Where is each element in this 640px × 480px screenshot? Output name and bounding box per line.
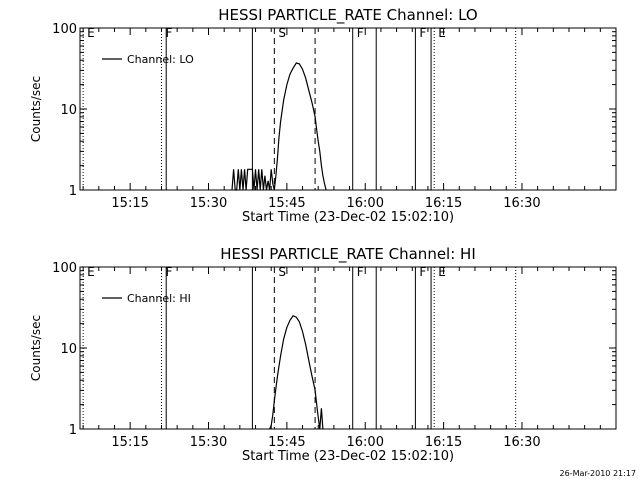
legend-label: Channel: LO — [127, 53, 194, 66]
x-tick-label: 16:15 — [425, 435, 462, 450]
x-tick-label: 15:45 — [268, 435, 305, 450]
event-marker-label: S — [278, 26, 286, 40]
data-series-line — [231, 62, 327, 191]
x-tick-label: 15:15 — [111, 196, 148, 211]
legend-label: Channel: HI — [127, 292, 191, 305]
x-tick-label: 16:00 — [347, 435, 384, 450]
event-marker-label: F — [357, 265, 364, 279]
chart-title: HESSI PARTICLE_RATE Channel: HI — [220, 245, 476, 264]
channel-hi-panel: HESSI PARTICLE_RATE Channel: HIE F S F F E15:… — [29, 245, 617, 464]
event-marker-label: F — [165, 265, 172, 279]
event-marker-label: E — [438, 265, 446, 279]
y-tick-label: 10 — [60, 342, 77, 357]
event-marker-label: E — [438, 26, 446, 40]
y-axis-label: Counts/sec — [29, 315, 43, 381]
y-tick-label: 10 — [60, 103, 77, 118]
x-tick-label: 16:15 — [425, 196, 462, 211]
x-tick-label: 16:30 — [503, 435, 540, 450]
x-tick-label: 15:15 — [111, 435, 148, 450]
event-marker-label: E — [87, 265, 95, 279]
y-tick-label: 100 — [52, 261, 77, 276]
event-marker-label: F — [419, 26, 426, 40]
x-tick-label: 16:30 — [503, 196, 540, 211]
x-tick-label: 15:30 — [190, 196, 227, 211]
y-axis-label: Counts/sec — [29, 76, 43, 142]
x-tick-label: 15:45 — [268, 196, 305, 211]
plot-timestamp: 26-Mar-2010 21:17 — [560, 469, 637, 478]
data-series-line — [269, 315, 324, 430]
event-marker-label: F — [165, 26, 172, 40]
x-tick-label: 15:30 — [190, 435, 227, 450]
event-marker-label: E — [87, 26, 95, 40]
event-marker-label: F — [419, 265, 426, 279]
y-tick-label: 1 — [69, 184, 77, 199]
channel-lo-panel: HESSI PARTICLE_RATE Channel: LOE F S F F E15:… — [29, 6, 617, 225]
event-marker-label: S — [278, 265, 286, 279]
y-tick-label: 1 — [69, 423, 77, 438]
y-tick-label: 100 — [52, 22, 77, 37]
event-marker-label: F — [357, 26, 364, 40]
x-tick-label: 16:00 — [347, 196, 384, 211]
x-axis-label: Start Time (23-Dec-02 15:02:10) — [242, 210, 454, 225]
chart-title: HESSI PARTICLE_RATE Channel: LO — [218, 6, 477, 25]
x-axis-label: Start Time (23-Dec-02 15:02:10) — [242, 449, 454, 464]
